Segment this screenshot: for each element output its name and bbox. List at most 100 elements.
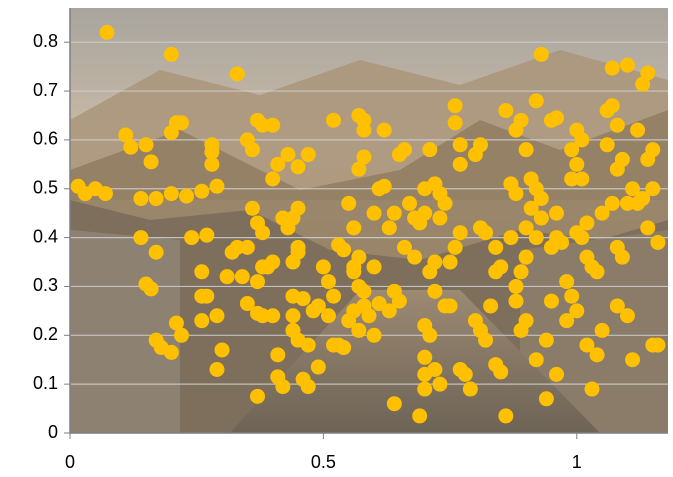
point bbox=[321, 308, 336, 323]
point bbox=[422, 328, 437, 343]
point bbox=[453, 157, 468, 172]
point bbox=[336, 340, 351, 355]
point bbox=[534, 211, 549, 226]
point bbox=[620, 196, 635, 211]
point bbox=[519, 142, 534, 157]
point bbox=[483, 298, 498, 313]
point bbox=[265, 308, 280, 323]
point bbox=[397, 142, 412, 157]
point bbox=[534, 191, 549, 206]
chart: 00.10.20.30.40.50.60.70.800.51 bbox=[0, 0, 673, 477]
y-tick-label: 0.7 bbox=[33, 80, 58, 100]
point bbox=[427, 284, 442, 299]
point bbox=[549, 367, 564, 382]
point bbox=[605, 61, 620, 76]
point bbox=[356, 284, 371, 299]
point bbox=[301, 379, 316, 394]
point bbox=[285, 308, 300, 323]
point bbox=[650, 235, 665, 250]
point bbox=[164, 47, 179, 62]
point bbox=[427, 362, 442, 377]
point bbox=[367, 328, 382, 343]
point bbox=[291, 159, 306, 174]
point bbox=[382, 220, 397, 235]
point bbox=[215, 342, 230, 357]
point bbox=[377, 123, 392, 138]
x-tick-label: 1 bbox=[572, 452, 582, 472]
point bbox=[478, 333, 493, 348]
point bbox=[174, 328, 189, 343]
y-tick-label: 0.2 bbox=[33, 324, 58, 344]
point bbox=[149, 191, 164, 206]
point bbox=[139, 137, 154, 152]
point bbox=[508, 294, 523, 309]
point bbox=[590, 264, 605, 279]
point bbox=[301, 338, 316, 353]
point bbox=[311, 360, 326, 375]
y-tick-label: 0.1 bbox=[33, 373, 58, 393]
point bbox=[245, 201, 260, 216]
point bbox=[412, 408, 427, 423]
point bbox=[595, 323, 610, 338]
point bbox=[326, 113, 341, 128]
point bbox=[179, 189, 194, 204]
point bbox=[367, 259, 382, 274]
point bbox=[265, 118, 280, 133]
point bbox=[285, 255, 300, 270]
point bbox=[463, 382, 478, 397]
y-tick-label: 0.4 bbox=[33, 226, 58, 246]
point bbox=[275, 379, 290, 394]
point bbox=[174, 115, 189, 130]
point bbox=[250, 274, 265, 289]
point bbox=[230, 66, 245, 81]
point bbox=[610, 118, 625, 133]
point bbox=[123, 140, 138, 155]
point bbox=[615, 250, 630, 265]
point bbox=[250, 389, 265, 404]
x-tick-label: 0.5 bbox=[311, 452, 336, 472]
point bbox=[351, 250, 366, 265]
x-tick-label: 0 bbox=[65, 452, 75, 472]
point bbox=[519, 313, 534, 328]
point bbox=[605, 98, 620, 113]
point bbox=[630, 123, 645, 138]
point bbox=[144, 281, 159, 296]
point bbox=[362, 308, 377, 323]
point bbox=[235, 269, 250, 284]
point bbox=[508, 279, 523, 294]
point bbox=[326, 289, 341, 304]
point bbox=[443, 298, 458, 313]
point bbox=[346, 264, 361, 279]
point bbox=[240, 240, 255, 255]
point bbox=[220, 269, 235, 284]
y-tick-label: 0 bbox=[48, 422, 58, 442]
point bbox=[493, 364, 508, 379]
point bbox=[620, 308, 635, 323]
point bbox=[407, 250, 422, 265]
point bbox=[280, 147, 295, 162]
point bbox=[519, 250, 534, 265]
point bbox=[194, 184, 209, 199]
point bbox=[291, 201, 306, 216]
point bbox=[584, 382, 599, 397]
y-tick-label: 0.6 bbox=[33, 129, 58, 149]
point bbox=[367, 206, 382, 221]
point bbox=[265, 255, 280, 270]
point bbox=[255, 225, 270, 240]
point bbox=[544, 294, 559, 309]
point bbox=[549, 110, 564, 125]
point bbox=[356, 149, 371, 164]
point bbox=[301, 147, 316, 162]
point bbox=[184, 230, 199, 245]
point bbox=[417, 350, 432, 365]
point bbox=[458, 367, 473, 382]
point bbox=[164, 345, 179, 360]
point bbox=[285, 289, 300, 304]
point bbox=[534, 47, 549, 62]
point bbox=[98, 186, 113, 201]
y-tick-label: 0.3 bbox=[33, 275, 58, 295]
point bbox=[640, 220, 655, 235]
point bbox=[417, 181, 432, 196]
point bbox=[432, 211, 447, 226]
point bbox=[453, 225, 468, 240]
